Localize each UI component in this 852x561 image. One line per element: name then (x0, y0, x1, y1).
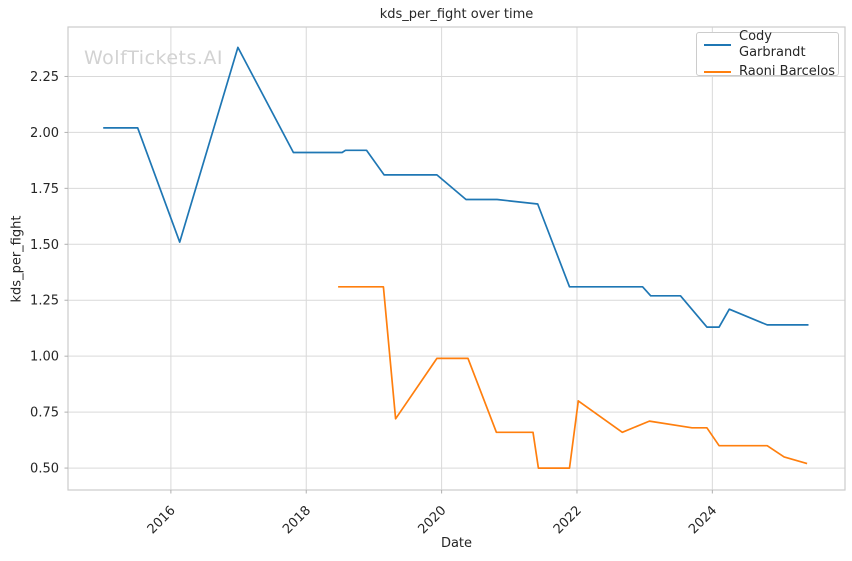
x-tick-label-2020: 2020 (415, 503, 449, 537)
series-line-raoni-barcelos (338, 285, 808, 469)
x-tick-label-2024: 2024 (686, 503, 720, 537)
legend-label: Raoni Barcelos (739, 63, 836, 79)
x-tick-label-2018: 2018 (280, 503, 314, 537)
watermark: WolfTickets.AI (84, 47, 224, 69)
y-tick-label-1.75: 1.75 (30, 182, 59, 197)
x-tick-label-2016: 2016 (145, 503, 179, 537)
chart-title: kds_per_fight over time (379, 7, 534, 22)
x-axis-label: Date (440, 536, 473, 551)
x-tick-label-2022: 2022 (551, 503, 585, 537)
legend: Cody Garbrandt Raoni Barcelos (696, 29, 839, 79)
y-tick-label-2.00: 2.00 (30, 126, 59, 141)
y-axis-label: kds_per_fight (9, 215, 25, 303)
legend-item-raoni-barcelos: Raoni Barcelos (704, 64, 838, 80)
legend-line-sample-blue (704, 43, 731, 46)
legend-label: Cody Garbrandt (739, 28, 806, 60)
y-tick-label-1.25: 1.25 (30, 294, 59, 309)
y-tick-label-1.00: 1.00 (30, 350, 59, 365)
legend-line-sample-orange (704, 70, 731, 73)
legend-item-cody-garbrandt: Cody Garbrandt (704, 29, 838, 61)
series-line-cody-garbrandt (103, 46, 809, 328)
plot-border (67, 26, 846, 491)
y-tick-label-0.50: 0.50 (30, 462, 59, 477)
y-tick-label-1.50: 1.50 (30, 238, 59, 253)
y-tick-label-0.75: 0.75 (30, 406, 59, 421)
y-tick-label-2.25: 2.25 (30, 70, 59, 85)
